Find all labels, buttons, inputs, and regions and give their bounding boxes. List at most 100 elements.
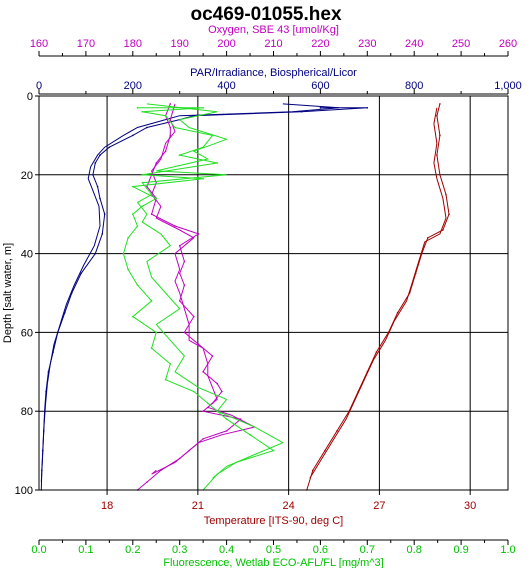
- fluorescence-data-point: [202, 177, 204, 180]
- oxygen-axis-label: Oxygen, SBE 43 [umol/Kg]: [208, 24, 339, 36]
- oxygen-data-point: [155, 162, 158, 164]
- temperature-tick-label: 30: [464, 500, 476, 512]
- oxygen-data-point: [174, 225, 176, 227]
- oxygen-data-point: [178, 272, 181, 275]
- fluorescence-data-point: [216, 162, 219, 164]
- fluorescence-tick-label: 0.8: [407, 544, 422, 556]
- temperature-axis-label: Temperature [ITS-90, deg C]: [204, 515, 343, 527]
- temperature-data-point: [357, 390, 360, 393]
- fluorescence-data-point: [178, 154, 181, 156]
- fluorescence-tick-label: 0.5: [266, 544, 281, 556]
- oxygen-data-point: [178, 300, 181, 302]
- par-data-point: [146, 126, 148, 129]
- temperature-data-point: [436, 114, 438, 117]
- par-data-point: [108, 146, 111, 149]
- fluorescence-data-point: [150, 300, 153, 302]
- oxygen-tick-label: 170: [77, 38, 95, 50]
- depth-tick-label: 80: [21, 406, 33, 418]
- temperature-data-point: [448, 213, 450, 215]
- fluorescence-data-point: [136, 225, 139, 227]
- fluorescence-tick-label: 0.0: [31, 544, 46, 556]
- temperature-data-point: [427, 237, 429, 239]
- fluorescence-tick-label: 0.6: [313, 544, 328, 556]
- par-axis-label: PAR/Irradiance, Biospherical/Licor: [190, 67, 357, 79]
- temperature-tick-label: 24: [283, 500, 295, 512]
- temperature-data-point: [442, 229, 444, 231]
- oxygen-data-point: [164, 150, 167, 152]
- fluorescence-data-point: [202, 107, 204, 109]
- par-data-point: [42, 430, 45, 432]
- par-tick-label: 1,000: [494, 80, 522, 92]
- temperature-data-point: [336, 430, 338, 432]
- fluorescence-data-point: [164, 378, 167, 381]
- par-data-point: [99, 154, 101, 156]
- temperature-tick-label: 18: [101, 500, 113, 512]
- fluorescence-data-point: [235, 461, 237, 464]
- depth-tick-label: 0: [27, 91, 33, 103]
- fluorescence-data-point: [272, 449, 275, 452]
- par-tick-label: 200: [124, 80, 142, 92]
- series-group: [40, 103, 450, 491]
- oxygen-data-point: [197, 343, 200, 346]
- temperature-data-point: [445, 193, 447, 196]
- par-data-point: [96, 185, 99, 188]
- fluorescence-data-point: [216, 473, 219, 476]
- fluorescence-axis-label: Fluorescence, Wetlab ECO-AFL/FL [mg/m^3]: [163, 557, 383, 568]
- oxygen-data-point: [192, 315, 195, 318]
- temperature-data-point: [439, 174, 441, 176]
- temperature-tick-label: 21: [192, 500, 204, 512]
- par-data-point: [132, 134, 134, 137]
- oxygen-tick-label: 240: [405, 38, 423, 50]
- oxygen-data-point: [146, 481, 148, 483]
- temperature-data-point: [324, 449, 326, 452]
- par-data-point: [43, 410, 46, 413]
- oxygen-data-point: [188, 449, 190, 452]
- oxygen-data-point: [183, 331, 186, 334]
- depth-tick-label: 100: [15, 485, 33, 497]
- fluorescence-data-point: [132, 315, 134, 318]
- fluorescence-tick-label: 0.9: [453, 544, 468, 556]
- temperature-profile-line: [306, 103, 450, 491]
- fluorescence-data-point: [141, 110, 143, 113]
- axes-group: 0 20 40 60 80 100 Depth [salt water, m] 160 170 1…: [2, 24, 522, 568]
- temperature-data-point: [375, 351, 378, 353]
- oxygen-data-point: [202, 437, 204, 440]
- fluorescence-tick-label: 0.3: [172, 544, 187, 556]
- par-profile-line: [40, 103, 340, 483]
- fluorescence-profile-line: [136, 103, 285, 479]
- par-data-point: [41, 469, 43, 472]
- fluorescence-data-point: [164, 114, 167, 117]
- oxygen-data-point: [239, 418, 242, 420]
- par-tick-label: 600: [311, 80, 329, 92]
- fluorescence-data-point: [155, 197, 158, 200]
- depth-tick-label: 40: [21, 249, 33, 261]
- par-data-point: [101, 233, 104, 235]
- fluorescence-profile-line: [122, 107, 275, 491]
- par-tick-label: 800: [405, 80, 423, 92]
- par-data-point: [92, 174, 94, 176]
- temperature-data-point: [420, 252, 423, 255]
- oxygen-tick-label: 220: [311, 38, 329, 50]
- par-tick-label: 0: [36, 80, 42, 92]
- fluorescence-tick-label: 0.2: [125, 544, 140, 556]
- oxygen-profile-line: [151, 103, 257, 475]
- fluorescence-data-point: [225, 418, 228, 420]
- fluorescence-data-point: [174, 126, 176, 129]
- fluorescence-data-point: [155, 331, 158, 334]
- par-data-point: [300, 110, 303, 113]
- fluorescence-data-point: [150, 347, 153, 349]
- fluorescence-data-point: [132, 213, 134, 215]
- par-tick-label: 400: [217, 80, 235, 92]
- oxygen-data-point: [202, 371, 204, 373]
- fluorescence-data-point: [136, 284, 139, 286]
- temperature-data-point: [414, 272, 417, 275]
- oxygen-tick-label: 250: [452, 38, 470, 50]
- oxygen-data-point: [211, 355, 214, 357]
- fluorescence-data-point: [249, 434, 251, 436]
- oxygen-tick-label: 230: [358, 38, 376, 50]
- fluorescence-tick-label: 1.0: [500, 544, 515, 556]
- temperature-profile-line: [309, 107, 447, 479]
- oxygen-tick-label: 260: [499, 38, 517, 50]
- temperature-data-point: [408, 292, 411, 294]
